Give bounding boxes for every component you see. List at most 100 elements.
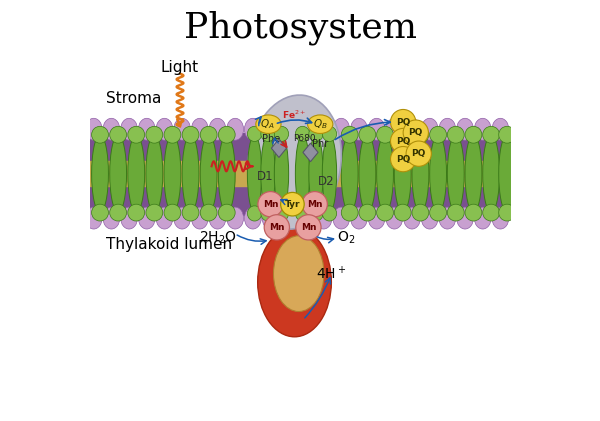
Ellipse shape bbox=[430, 204, 446, 221]
Ellipse shape bbox=[421, 207, 438, 229]
Bar bbox=[89, 133, 511, 215]
Ellipse shape bbox=[146, 126, 163, 143]
Ellipse shape bbox=[146, 135, 163, 212]
Ellipse shape bbox=[164, 204, 181, 221]
Ellipse shape bbox=[174, 118, 191, 140]
Text: Mn: Mn bbox=[307, 200, 322, 209]
Polygon shape bbox=[303, 143, 318, 162]
Ellipse shape bbox=[103, 118, 120, 140]
Ellipse shape bbox=[421, 118, 438, 140]
Ellipse shape bbox=[474, 207, 491, 229]
Ellipse shape bbox=[256, 115, 281, 133]
Ellipse shape bbox=[247, 126, 262, 141]
Ellipse shape bbox=[85, 207, 102, 229]
Ellipse shape bbox=[244, 207, 261, 229]
Ellipse shape bbox=[247, 135, 262, 212]
Text: Mn: Mn bbox=[301, 223, 316, 232]
Ellipse shape bbox=[128, 126, 145, 143]
Ellipse shape bbox=[156, 207, 173, 229]
Ellipse shape bbox=[492, 118, 509, 140]
Circle shape bbox=[302, 192, 328, 217]
Ellipse shape bbox=[146, 204, 163, 221]
Ellipse shape bbox=[333, 207, 350, 229]
Ellipse shape bbox=[218, 204, 235, 221]
Ellipse shape bbox=[386, 118, 403, 140]
Ellipse shape bbox=[164, 126, 181, 143]
Text: PQ: PQ bbox=[396, 117, 410, 127]
Ellipse shape bbox=[412, 126, 429, 143]
Ellipse shape bbox=[209, 207, 226, 229]
Ellipse shape bbox=[209, 118, 226, 140]
Circle shape bbox=[406, 141, 431, 166]
Ellipse shape bbox=[295, 206, 310, 221]
Ellipse shape bbox=[359, 126, 376, 143]
Text: Mn: Mn bbox=[269, 223, 284, 232]
Ellipse shape bbox=[448, 204, 464, 221]
Circle shape bbox=[264, 215, 289, 240]
Text: Mn: Mn bbox=[263, 200, 278, 209]
Ellipse shape bbox=[465, 126, 482, 143]
Ellipse shape bbox=[218, 126, 235, 143]
Text: Tyr: Tyr bbox=[284, 200, 300, 209]
Ellipse shape bbox=[308, 115, 333, 133]
Ellipse shape bbox=[315, 118, 332, 140]
Ellipse shape bbox=[110, 204, 127, 221]
Ellipse shape bbox=[182, 204, 199, 221]
Ellipse shape bbox=[110, 126, 127, 143]
Ellipse shape bbox=[200, 126, 217, 143]
Ellipse shape bbox=[412, 204, 429, 221]
Ellipse shape bbox=[350, 118, 367, 140]
Ellipse shape bbox=[394, 204, 411, 221]
Ellipse shape bbox=[227, 118, 244, 140]
Ellipse shape bbox=[394, 126, 411, 143]
Ellipse shape bbox=[448, 135, 464, 212]
Ellipse shape bbox=[341, 126, 358, 143]
Ellipse shape bbox=[309, 206, 323, 221]
Text: 4H$^+$: 4H$^+$ bbox=[316, 265, 347, 282]
Polygon shape bbox=[271, 139, 287, 157]
Ellipse shape bbox=[377, 135, 394, 212]
Ellipse shape bbox=[200, 135, 217, 212]
Ellipse shape bbox=[261, 135, 275, 212]
Ellipse shape bbox=[274, 126, 289, 141]
Ellipse shape bbox=[404, 207, 421, 229]
Text: Phr: Phr bbox=[312, 139, 328, 149]
Ellipse shape bbox=[386, 207, 403, 229]
Ellipse shape bbox=[92, 126, 109, 143]
Ellipse shape bbox=[227, 207, 244, 229]
Text: Light: Light bbox=[161, 60, 199, 75]
Ellipse shape bbox=[128, 135, 145, 212]
Ellipse shape bbox=[430, 135, 446, 212]
Ellipse shape bbox=[359, 204, 376, 221]
Ellipse shape bbox=[164, 135, 181, 212]
Ellipse shape bbox=[322, 126, 337, 141]
Ellipse shape bbox=[280, 118, 296, 140]
Ellipse shape bbox=[492, 207, 509, 229]
Text: Fe$^{2+}$: Fe$^{2+}$ bbox=[283, 108, 307, 121]
Ellipse shape bbox=[191, 207, 208, 229]
Ellipse shape bbox=[499, 204, 515, 221]
Text: 2H$_2$O: 2H$_2$O bbox=[199, 230, 237, 246]
Text: Stroma: Stroma bbox=[106, 91, 162, 107]
Ellipse shape bbox=[368, 118, 385, 140]
Ellipse shape bbox=[121, 118, 137, 140]
Bar bbox=[89, 161, 511, 186]
Ellipse shape bbox=[439, 118, 456, 140]
Ellipse shape bbox=[448, 126, 464, 143]
Ellipse shape bbox=[110, 135, 127, 212]
Ellipse shape bbox=[315, 207, 332, 229]
Ellipse shape bbox=[261, 126, 275, 141]
Text: Phe: Phe bbox=[262, 134, 280, 144]
Ellipse shape bbox=[474, 118, 491, 140]
Text: $Q_A$: $Q_A$ bbox=[260, 117, 275, 131]
Text: PQ: PQ bbox=[409, 128, 423, 137]
Circle shape bbox=[403, 120, 428, 145]
Ellipse shape bbox=[295, 126, 310, 141]
Ellipse shape bbox=[261, 206, 275, 221]
Ellipse shape bbox=[499, 126, 515, 143]
Ellipse shape bbox=[92, 135, 109, 212]
Ellipse shape bbox=[262, 207, 279, 229]
Ellipse shape bbox=[377, 204, 394, 221]
Circle shape bbox=[258, 192, 283, 217]
Ellipse shape bbox=[499, 135, 515, 212]
